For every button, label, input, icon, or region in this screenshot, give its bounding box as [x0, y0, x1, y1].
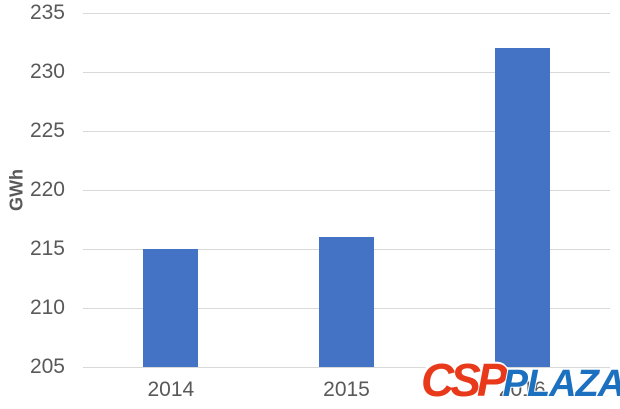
gridline-205 — [83, 366, 610, 368]
watermark-plaza-text: PLAZA — [502, 363, 620, 405]
gridline-220 — [83, 189, 610, 191]
bar-2016 — [494, 48, 550, 367]
y-tick-label-205: 205 — [29, 355, 65, 378]
watermark-csp-text: CSP — [421, 354, 508, 406]
bar-2014 — [143, 249, 199, 367]
gridline-230 — [83, 71, 610, 73]
bar-2015 — [319, 237, 374, 367]
x-category-label-2014: 2014 — [147, 378, 195, 401]
gridline-235 — [83, 12, 610, 14]
gridline-225 — [83, 130, 610, 132]
y-tick-label-230: 230 — [29, 60, 65, 83]
plot-area — [83, 12, 610, 368]
y-tick-label-220: 220 — [29, 178, 65, 201]
y-tick-label-235: 235 — [29, 1, 65, 24]
y-tick-label-210: 210 — [29, 296, 65, 319]
x-category-label-2016: 2016 — [498, 378, 546, 401]
y-tick-label-225: 225 — [29, 119, 65, 142]
x-category-label-2015: 2015 — [323, 378, 370, 401]
y-tick-label-215: 215 — [29, 237, 65, 260]
csp-plaza-watermark: CSP PLAZA — [421, 357, 620, 403]
